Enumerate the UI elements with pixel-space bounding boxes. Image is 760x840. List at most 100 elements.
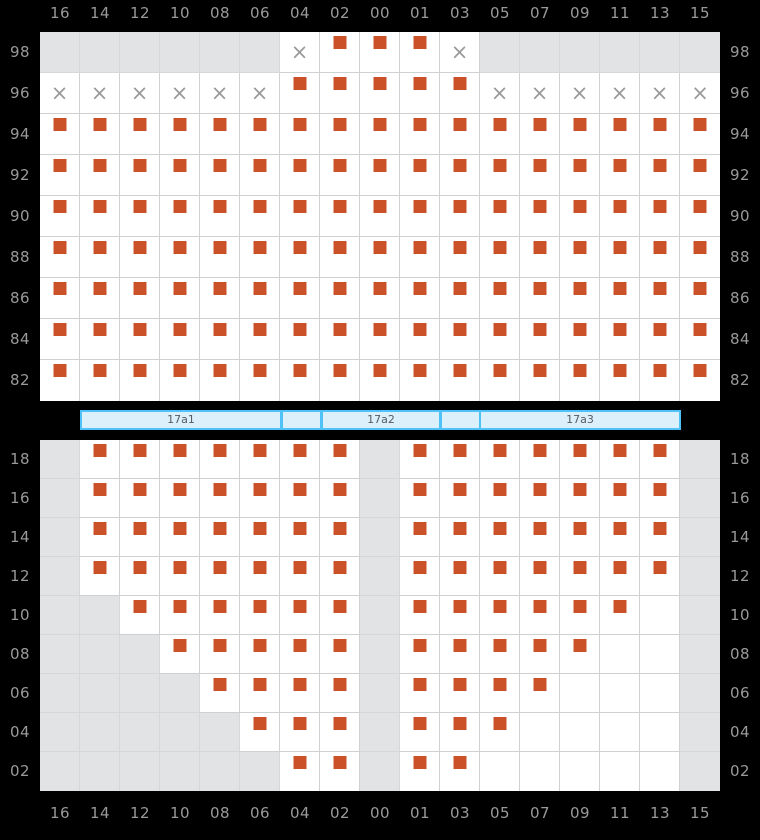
- heatmap-cell[interactable]: [320, 237, 360, 278]
- heatmap-cell[interactable]: [120, 319, 160, 360]
- heatmap-cell[interactable]: [160, 278, 200, 319]
- heatmap-cell[interactable]: [160, 319, 200, 360]
- heatmap-cell-empty[interactable]: [80, 32, 120, 73]
- heatmap-cell-empty[interactable]: [680, 557, 720, 596]
- heatmap-cell[interactable]: [600, 319, 640, 360]
- heatmap-cell-empty[interactable]: [120, 674, 160, 713]
- heatmap-cell-empty[interactable]: [680, 440, 720, 479]
- heatmap-cell[interactable]: [200, 596, 240, 635]
- heatmap-cell[interactable]: [360, 360, 400, 401]
- heatmap-cell-empty[interactable]: [360, 557, 400, 596]
- heatmap-cell[interactable]: [400, 713, 440, 752]
- heatmap-cell[interactable]: [400, 674, 440, 713]
- heatmap-cell[interactable]: [520, 752, 560, 791]
- heatmap-cell[interactable]: [280, 360, 320, 401]
- heatmap-cell[interactable]: [120, 557, 160, 596]
- heatmap-cell[interactable]: [480, 319, 520, 360]
- heatmap-cell[interactable]: [600, 518, 640, 557]
- heatmap-cell[interactable]: [40, 155, 80, 196]
- heatmap-cell[interactable]: ×: [440, 32, 480, 73]
- heatmap-cell-empty[interactable]: [40, 440, 80, 479]
- heatmap-cell[interactable]: [120, 237, 160, 278]
- heatmap-cell[interactable]: [440, 278, 480, 319]
- heatmap-cell[interactable]: [480, 713, 520, 752]
- heatmap-cell[interactable]: [520, 674, 560, 713]
- heatmap-cell[interactable]: ×: [640, 73, 680, 114]
- heatmap-cell-empty[interactable]: [360, 479, 400, 518]
- heatmap-cell-empty[interactable]: [520, 32, 560, 73]
- heatmap-cell[interactable]: [640, 479, 680, 518]
- heatmap-cell[interactable]: [480, 278, 520, 319]
- heatmap-cell-empty[interactable]: [40, 635, 80, 674]
- heatmap-cell[interactable]: [120, 479, 160, 518]
- heatmap-cell[interactable]: [560, 360, 600, 401]
- heatmap-cell[interactable]: [320, 596, 360, 635]
- heatmap-cell[interactable]: [520, 360, 560, 401]
- heatmap-cell[interactable]: [280, 518, 320, 557]
- heatmap-cell[interactable]: [280, 155, 320, 196]
- heatmap-cell[interactable]: [640, 360, 680, 401]
- heatmap-cell[interactable]: [680, 237, 720, 278]
- heatmap-cell[interactable]: [320, 518, 360, 557]
- heatmap-cell-empty[interactable]: [600, 32, 640, 73]
- heatmap-cell-empty[interactable]: [200, 713, 240, 752]
- heatmap-cell-empty[interactable]: [360, 518, 400, 557]
- heatmap-cell[interactable]: [440, 440, 480, 479]
- heatmap-cell[interactable]: ×: [40, 73, 80, 114]
- heatmap-cell[interactable]: [80, 518, 120, 557]
- heatmap-cell[interactable]: [160, 518, 200, 557]
- heatmap-cell[interactable]: [40, 278, 80, 319]
- heatmap-cell[interactable]: [240, 596, 280, 635]
- heatmap-cell-empty[interactable]: [360, 596, 400, 635]
- heatmap-cell[interactable]: ×: [600, 73, 640, 114]
- heatmap-cell[interactable]: [160, 596, 200, 635]
- heatmap-cell[interactable]: [80, 278, 120, 319]
- heatmap-cell[interactable]: [40, 114, 80, 155]
- heatmap-cell-empty[interactable]: [680, 596, 720, 635]
- heatmap-cell[interactable]: [600, 440, 640, 479]
- heatmap-cell[interactable]: [560, 319, 600, 360]
- heatmap-cell[interactable]: [480, 518, 520, 557]
- heatmap-cell[interactable]: [160, 635, 200, 674]
- heatmap-cell[interactable]: [280, 596, 320, 635]
- heatmap-cell[interactable]: [160, 196, 200, 237]
- heatmap-cell[interactable]: [320, 73, 360, 114]
- heatmap-cell[interactable]: [40, 196, 80, 237]
- heatmap-cell[interactable]: [320, 674, 360, 713]
- heatmap-cell[interactable]: [400, 752, 440, 791]
- heatmap-cell[interactable]: ×: [120, 73, 160, 114]
- heatmap-cell[interactable]: [360, 196, 400, 237]
- heatmap-cell[interactable]: [400, 73, 440, 114]
- heatmap-cell-empty[interactable]: [80, 635, 120, 674]
- heatmap-cell-empty[interactable]: [680, 479, 720, 518]
- heatmap-cell[interactable]: [240, 479, 280, 518]
- heatmap-cell-empty[interactable]: [40, 479, 80, 518]
- heatmap-cell[interactable]: [240, 713, 280, 752]
- heatmap-cell[interactable]: [560, 518, 600, 557]
- heatmap-cell[interactable]: [600, 155, 640, 196]
- heatmap-cell[interactable]: [240, 196, 280, 237]
- heatmap-cell[interactable]: [560, 596, 600, 635]
- heatmap-cell[interactable]: [560, 278, 600, 319]
- heatmap-cell[interactable]: [120, 278, 160, 319]
- heatmap-cell[interactable]: [280, 479, 320, 518]
- heatmap-cell[interactable]: [560, 196, 600, 237]
- heatmap-cell[interactable]: [160, 479, 200, 518]
- segment-17a2[interactable]: 17a2: [321, 410, 441, 430]
- heatmap-cell[interactable]: [440, 713, 480, 752]
- heatmap-cell-empty[interactable]: [40, 752, 80, 791]
- heatmap-cell[interactable]: [320, 196, 360, 237]
- heatmap-cell-empty[interactable]: [360, 635, 400, 674]
- heatmap-cell[interactable]: [40, 360, 80, 401]
- heatmap-cell[interactable]: [560, 674, 600, 713]
- heatmap-cell[interactable]: [560, 155, 600, 196]
- heatmap-cell[interactable]: [560, 479, 600, 518]
- heatmap-cell[interactable]: [600, 196, 640, 237]
- heatmap-cell[interactable]: [240, 114, 280, 155]
- heatmap-cell[interactable]: [520, 557, 560, 596]
- heatmap-cell[interactable]: [600, 596, 640, 635]
- heatmap-cell[interactable]: [400, 32, 440, 73]
- heatmap-cell[interactable]: [200, 237, 240, 278]
- heatmap-cell[interactable]: ×: [80, 73, 120, 114]
- heatmap-cell[interactable]: [680, 278, 720, 319]
